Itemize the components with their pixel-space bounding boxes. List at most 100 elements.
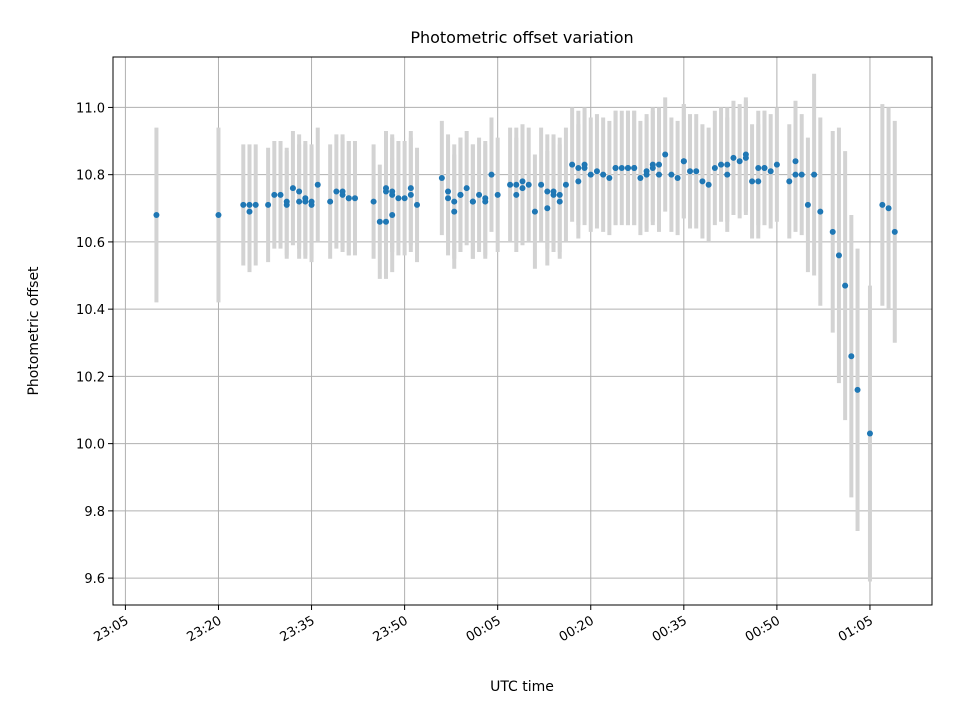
data-point [265,201,272,208]
data-point [445,195,452,202]
data-point [246,208,253,215]
data-point [649,164,656,171]
data-point [538,181,545,188]
data-point [637,175,644,182]
data-point [389,191,396,198]
chart-title: Photometric offset variation [410,28,633,47]
data-point [550,191,557,198]
data-point [854,386,861,393]
data-point [525,181,532,188]
data-point [451,208,458,215]
data-point [296,198,303,205]
data-point [544,188,551,195]
data-point [289,185,296,192]
y-tick-label: 10.2 [76,370,105,385]
data-point [519,178,526,185]
data-point [438,175,445,182]
data-point [656,171,662,178]
data-point [575,164,582,171]
data-point [656,161,662,168]
x-axis-title: UTC time [490,679,554,695]
data-point [593,168,600,175]
data-point [395,195,402,202]
data-point [562,181,569,188]
data-point [842,282,849,289]
data-point [451,198,458,205]
data-point [749,178,756,185]
data-point [587,171,594,178]
data-point [705,181,712,188]
data-point [345,195,352,202]
data-point [556,191,563,198]
data-point [507,181,514,188]
data-point [724,161,731,168]
y-tick-label: 11.0 [76,101,105,116]
data-point [835,252,842,259]
data-point [308,198,315,205]
data-point [866,430,873,437]
data-point [296,188,303,195]
y-axis-title: Photometric offset [26,266,42,396]
data-point [370,198,377,205]
data-point [848,353,855,360]
data-point [513,181,520,188]
data-point [333,188,340,195]
y-tick-label: 9.8 [84,505,105,520]
data-point [792,171,799,178]
data-point [569,161,576,168]
data-point [283,198,290,205]
y-tick-label: 10.4 [76,303,105,318]
data-point [252,201,259,208]
data-point [755,164,762,171]
data-point [581,161,588,168]
data-point [556,198,563,205]
data-point [773,161,780,168]
data-point [277,191,284,198]
data-point [513,191,520,198]
data-point [767,168,774,175]
data-point [457,191,464,198]
data-point [376,218,383,225]
data-point [531,208,538,215]
data-point [786,178,793,185]
data-point [724,171,731,178]
data-point [407,185,414,192]
data-point [314,181,321,188]
data-point [407,191,414,198]
data-point [668,171,675,178]
data-point [302,198,309,205]
data-point [389,212,396,219]
data-point [699,178,706,185]
data-point [742,154,749,161]
data-point [612,164,619,171]
data-point [575,178,582,185]
data-point [891,228,898,235]
data-points [153,151,898,437]
data-point [798,171,805,178]
y-tick-label: 9.6 [84,572,105,587]
data-point [339,191,346,198]
data-point [401,195,408,202]
data-point [680,158,687,165]
data-point [792,158,799,165]
data-point [153,212,160,219]
data-point [488,171,495,178]
data-point [811,171,818,178]
data-point [544,205,551,212]
data-point [643,168,650,175]
data-point [463,185,470,192]
data-point [662,151,669,158]
y-tick-label: 10.8 [76,169,105,184]
data-point [519,185,526,192]
data-point [246,201,253,208]
data-point [445,188,452,195]
data-point [351,195,358,202]
data-point [482,198,489,205]
data-point [755,178,762,185]
data-point [327,198,334,205]
data-point [693,168,700,175]
data-point [674,175,681,182]
y-tick-label: 10.6 [76,236,105,251]
data-point [718,161,725,168]
